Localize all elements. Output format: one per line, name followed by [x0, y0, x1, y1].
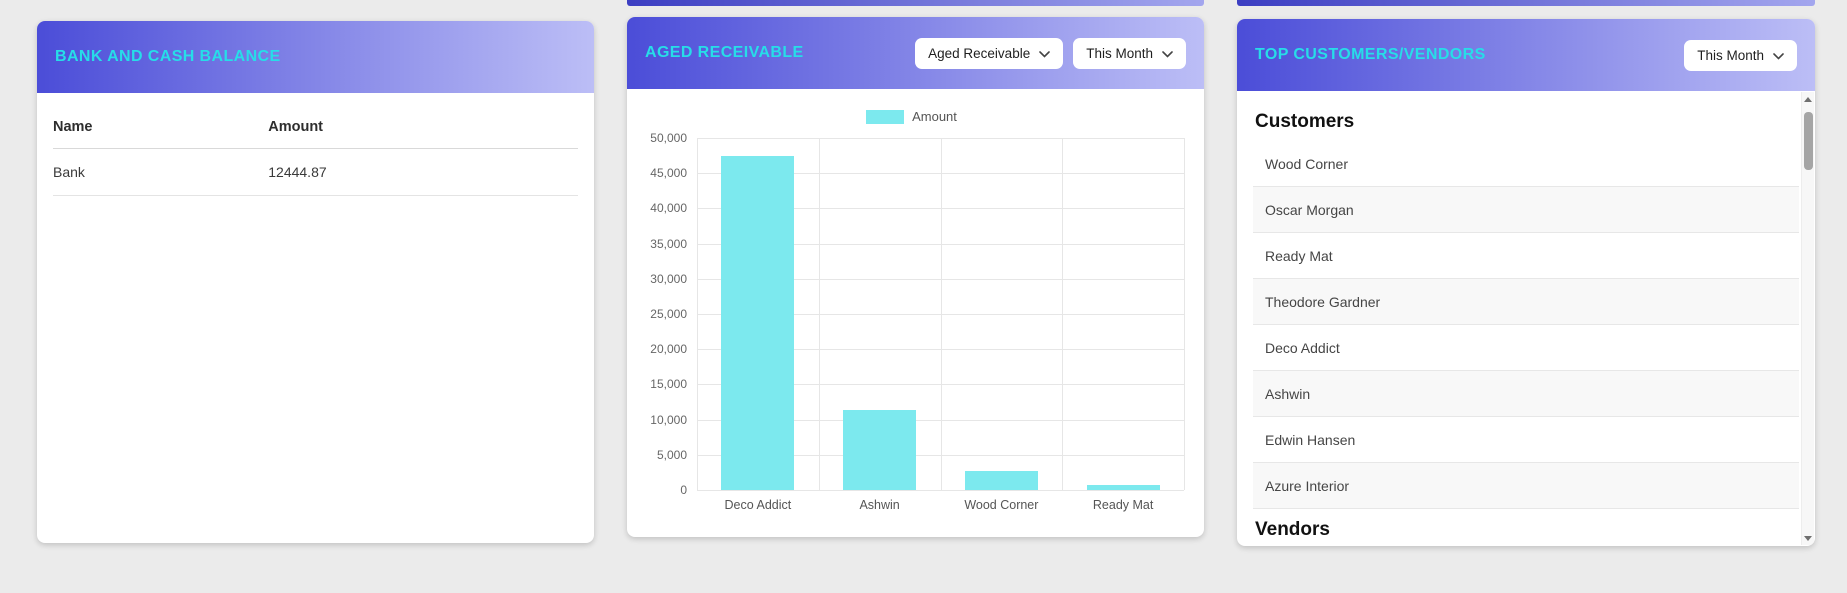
y-tick-label: 15,000	[650, 377, 687, 392]
bank-cash-balance-card: BANK AND CASH BALANCE Name Amount Bank 12…	[37, 21, 594, 543]
card-scrollbar[interactable]	[1801, 92, 1814, 545]
period-select[interactable]: This Month	[1073, 37, 1186, 69]
x-tick-label: Ashwin	[859, 498, 900, 512]
y-tick-label: 30,000	[650, 271, 687, 286]
list-item[interactable]: Azure Interior	[1253, 463, 1799, 509]
legend-swatch	[866, 109, 905, 124]
gridline	[818, 138, 820, 490]
report-type-select-value: Aged Receivable	[928, 45, 1031, 61]
bank-card-title: BANK AND CASH BALANCE	[55, 48, 281, 65]
list-item[interactable]: Ready Mat	[1253, 233, 1799, 279]
y-tick-label: 0	[680, 483, 687, 497]
bar-wood-corner[interactable]	[964, 471, 1038, 490]
bank-table: Name Amount Bank 12444.87	[53, 101, 578, 196]
chart-legend[interactable]: Amount	[639, 109, 1184, 124]
top-period-select[interactable]: This Month	[1684, 39, 1797, 71]
top-list: Customers Wood Corner Oscar Morgan Ready Ma…	[1237, 91, 1815, 546]
y-tick-label: 25,000	[650, 307, 687, 321]
scrollbar-track[interactable]	[1802, 106, 1814, 531]
gridline	[1184, 138, 1185, 490]
aged-card-title: AGED RECEIVABLE	[645, 44, 804, 61]
scroll-down-icon[interactable]	[1802, 531, 1814, 545]
section-heading-vendors: Vendors	[1255, 519, 1330, 540]
gridline	[940, 138, 942, 490]
bank-table-body: Bank 12444.87	[53, 148, 578, 196]
gridline	[697, 490, 1184, 491]
y-tick-label: 10,000	[650, 412, 687, 427]
list-item[interactable]: Edwin Hansen	[1253, 417, 1799, 463]
chevron-down-icon	[1773, 48, 1784, 63]
period-select-value: This Month	[1086, 45, 1153, 61]
y-tick-label: 35,000	[650, 236, 687, 251]
cell-amount: 12444.87	[268, 148, 578, 196]
bar-ashwin[interactable]	[843, 409, 917, 490]
cell-name: Bank	[53, 148, 269, 196]
chart-x-axis: Deco Addict Ashwin Wood Corner Ready Mat	[697, 490, 1184, 512]
bank-card-header: BANK AND CASH BALANCE	[37, 21, 594, 93]
x-tick-label: Ready Mat	[1092, 498, 1154, 512]
bank-card-body: Name Amount Bank 12444.87	[37, 101, 594, 196]
chevron-down-icon	[1039, 46, 1051, 61]
report-type-select[interactable]: Aged Receivable	[915, 37, 1064, 69]
list-item[interactable]: Ashwin	[1253, 371, 1799, 417]
x-tick-label: Deco Addict	[724, 498, 792, 512]
aged-card-header: AGED RECEIVABLE Aged Receivable This Mon…	[627, 17, 1204, 89]
bar-chart: 50,000 45,000 40,000 35,000 30,000 25,000 20,0…	[639, 131, 1185, 497]
y-tick-label: 5,000	[656, 447, 687, 462]
gridline	[697, 138, 698, 490]
aged-card-filters: Aged Receivable This Month	[915, 37, 1186, 69]
scroll-up-icon[interactable]	[1802, 92, 1814, 106]
chevron-down-icon	[1162, 46, 1173, 61]
aged-receivable-card: AGED RECEIVABLE Aged Receivable This Mon…	[627, 17, 1204, 537]
top-card-title: TOP CUSTOMERS/VENDORS	[1255, 46, 1486, 63]
top-card-header: TOP CUSTOMERS/VENDORS This Month	[1237, 19, 1815, 91]
top-period-select-value: This Month	[1697, 47, 1764, 63]
y-tick-label: 40,000	[650, 201, 687, 216]
bar-ready-mat[interactable]	[1086, 485, 1160, 490]
y-tick-label: 50,000	[650, 131, 687, 145]
scrollbar-thumb[interactable]	[1804, 112, 1813, 170]
table-row[interactable]: Bank 12444.87	[53, 148, 578, 196]
y-tick-label: 20,000	[650, 342, 687, 357]
list-item[interactable]: Oscar Morgan	[1253, 187, 1799, 233]
list-item[interactable]: Wood Corner	[1253, 141, 1799, 187]
bar-deco-addict[interactable]	[721, 155, 795, 490]
legend-label: Amount	[912, 109, 957, 124]
gridline	[1062, 138, 1064, 490]
top-customers-vendors-card: TOP CUSTOMERS/VENDORS This Month Custome…	[1237, 19, 1815, 546]
chart-y-axis: 50,000 45,000 40,000 35,000 30,000 25,000 20,0…	[639, 131, 697, 497]
bank-table-header-row: Name Amount	[53, 101, 578, 149]
partial-card-edge	[1237, 0, 1815, 6]
partial-card-edge	[627, 0, 1204, 6]
aged-chart-area: Amount 50,000 45,000 40,000 35,000 30,000 25,…	[627, 89, 1204, 512]
x-tick-label: Wood Corner	[964, 498, 1039, 512]
list-item[interactable]: Deco Addict	[1253, 325, 1799, 371]
bank-table-header-name: Name	[53, 101, 269, 149]
list-item[interactable]: Theodore Gardner	[1253, 279, 1799, 325]
chart-plot-area	[697, 138, 1185, 491]
y-tick-label: 45,000	[650, 166, 687, 181]
bank-table-header-amount: Amount	[268, 101, 578, 149]
section-heading-customers: Customers	[1255, 111, 1355, 132]
